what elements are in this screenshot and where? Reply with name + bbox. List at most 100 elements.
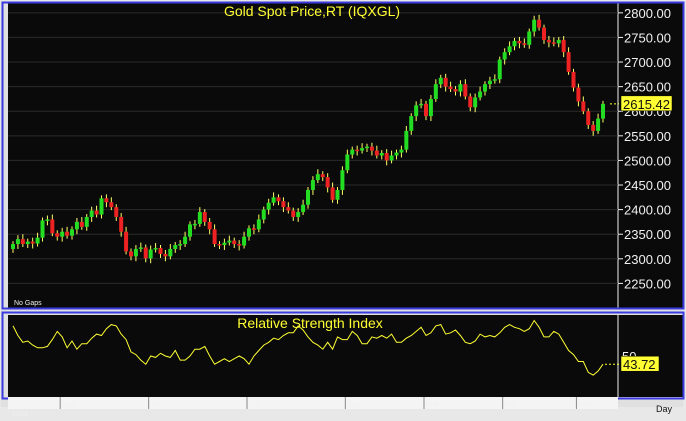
candle [99,195,104,219]
candle [173,242,178,253]
panel-border [1,1,685,310]
candle-body [256,219,261,230]
candle [315,169,320,184]
rsi-title: Relative Strength Index [237,315,383,331]
candle [168,244,173,260]
candle [571,68,576,92]
candle [256,214,261,233]
candle [551,37,556,47]
candle [74,217,79,235]
price-tick-labels: 2250.00 2300.00 2350.00 2400.00 2450.00 2500.… [618,6,671,291]
candle [301,199,306,216]
price-tick-label: 2300.00 [624,252,671,267]
month-label: Aug [347,402,360,409]
candle [384,149,389,166]
candle [487,76,492,90]
candle [601,100,605,123]
candle-body [232,240,237,245]
candle-body [158,247,163,254]
price-tick-label: 2700.00 [624,55,671,70]
candle [89,206,94,222]
candle-body [247,228,251,237]
price-tick-label: 2400.00 [624,203,671,218]
candle-body [40,220,45,238]
last-price-label: 2615.42 [623,97,670,112]
candle-body [306,189,310,205]
candle [227,235,232,246]
candle [527,28,532,49]
candle-body [286,207,291,211]
candle-body [468,96,473,108]
candle-body [473,97,478,108]
candle [502,48,507,65]
candle-body [138,247,143,249]
candle-body [124,231,129,252]
candle [133,245,138,262]
candle [561,35,566,58]
price-tick-label: 2500.00 [624,153,671,168]
candle-body [30,241,35,244]
candle-body [458,84,463,92]
candle-body [261,209,266,220]
candle-body [271,197,276,203]
candle-body [237,244,242,246]
candle [468,93,473,112]
candle-body [345,154,350,171]
price-tick-label: 2750.00 [624,30,671,45]
candle [542,24,546,44]
candle-body [355,149,360,152]
candle-body [143,247,148,259]
day-unit-label: Day [656,404,673,414]
candle-body [212,229,217,245]
candle [463,79,468,100]
candle [276,194,281,206]
candle [50,214,55,237]
candle-body [404,130,409,150]
candle [419,98,424,109]
candle [124,226,129,255]
candle [30,237,35,249]
candle [566,47,571,75]
candle [119,213,124,237]
candle [148,245,153,264]
candle [70,226,74,240]
candle-body [291,210,296,217]
candle [374,145,379,159]
candle-body [296,212,301,217]
candle-body [601,103,605,119]
candle [40,217,45,242]
time-axis-labels: May Jun Jul Aug Sep Oct Nov [59,397,591,409]
candle-body [266,202,271,210]
candle-body [84,216,89,227]
candle [492,74,497,84]
candle [355,145,360,156]
candle [591,121,596,136]
candle [266,198,271,215]
candle-body [576,87,581,102]
candle [306,186,310,209]
candle-body [55,233,60,237]
candle-body [532,19,537,32]
candle [11,241,15,253]
candle [507,41,512,56]
candle-body [251,228,256,230]
candle-body [527,31,532,45]
candle [94,205,99,218]
candle [242,231,247,249]
rsi-last-marker: 43.72 [605,355,660,372]
candle [65,226,70,239]
candle-body [168,248,173,257]
candle [581,96,586,115]
candle-body [114,207,119,217]
candle-body [414,105,419,117]
price-tick-label: 2250.00 [624,276,671,291]
candle [330,182,335,203]
candle-body [163,253,168,257]
candle-body [330,187,335,200]
candle-body [119,216,124,232]
candle-body [11,244,15,249]
candle [35,232,40,247]
candle [114,204,119,221]
candle [414,101,419,122]
candle [345,149,350,174]
